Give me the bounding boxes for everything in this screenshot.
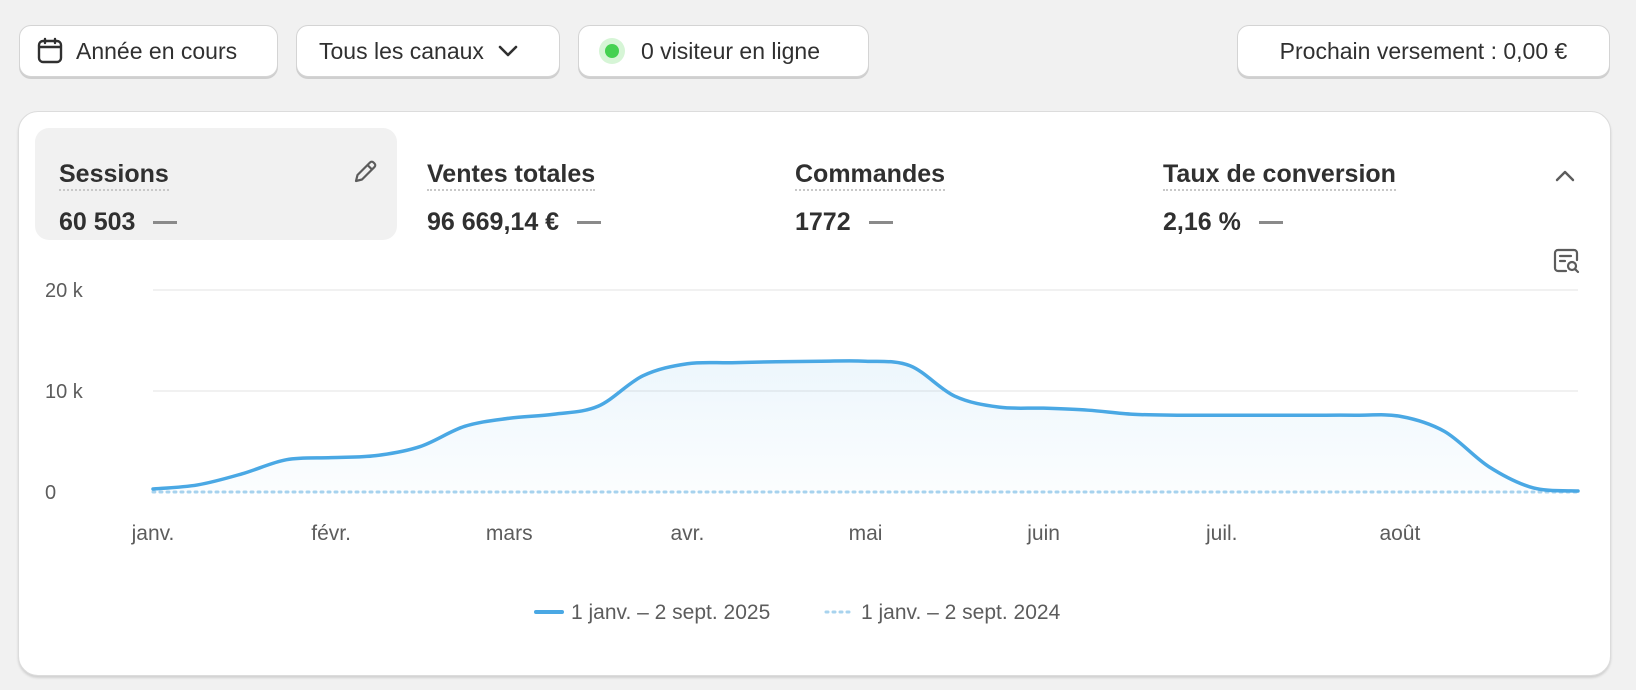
live-visitors-label: 0 visiteur en ligne: [641, 37, 820, 64]
next-payout-button[interactable]: Prochain versement : 0,00 €: [1237, 25, 1610, 77]
metric-label: Taux de conversion: [1163, 160, 1396, 191]
x-tick-label: févr.: [311, 522, 351, 545]
metric-orders[interactable]: Commandes 1772: [771, 128, 1133, 240]
insights-icon[interactable]: [1552, 246, 1582, 281]
date-range-button[interactable]: Année en cours: [19, 25, 278, 77]
metric-value: 96 669,14 €: [427, 208, 560, 236]
metric-value: 2,16 %: [1163, 208, 1241, 236]
calendar-icon: [36, 37, 64, 65]
trend-dash-icon: [868, 221, 893, 224]
channels-label: Tous les canaux: [319, 37, 484, 64]
sessions-chart: 0 10 k 20 k janv. févr. mars avr. mai juin juil. a…: [45, 280, 1580, 624]
x-tick-label: juin: [1026, 522, 1060, 545]
chevron-down-icon: [498, 44, 518, 58]
next-payout-label: Prochain versement : 0,00 €: [1279, 37, 1568, 64]
x-tick-label: août: [1379, 522, 1420, 545]
legend-label-current: 1 janv. – 2 sept. 2025: [571, 601, 770, 624]
metric-value: 60 503: [59, 208, 136, 236]
legend-label-previous: 1 janv. – 2 sept. 2024: [861, 601, 1061, 624]
x-tick-label: avr.: [670, 522, 704, 545]
x-tick-label: janv.: [131, 522, 175, 545]
y-tick-label: 0: [45, 482, 56, 504]
x-tick-label: mai: [849, 522, 883, 545]
x-tick-label: juil.: [1205, 522, 1238, 545]
trend-dash-icon: [153, 221, 178, 224]
y-tick-label: 20 k: [45, 280, 84, 302]
current-period-line: [151, 359, 1580, 493]
metric-label: Ventes totales: [427, 160, 596, 191]
metric-value-row: 60 503: [59, 208, 178, 237]
metric-total-sales[interactable]: Ventes totales 96 669,14 €: [403, 128, 765, 240]
metric-value-row: 1772: [795, 208, 893, 237]
chevron-up-icon[interactable]: [1554, 169, 1576, 188]
live-visitors-button[interactable]: 0 visiteur en ligne: [578, 25, 869, 77]
trend-dash-icon: [577, 221, 602, 224]
live-status-icon: [599, 38, 625, 64]
current-period-area: [153, 360, 1578, 492]
channels-select[interactable]: Tous les canaux: [296, 25, 560, 77]
metric-label: Commandes: [795, 160, 946, 191]
metric-value: 1772: [795, 208, 851, 236]
metric-value-row: 96 669,14 €: [427, 208, 602, 237]
metric-conversion-rate[interactable]: Taux de conversion 2,16 %: [1139, 128, 1501, 240]
analytics-card: Sessions 60 503 Ventes totales 96 669,14…: [18, 111, 1611, 676]
trend-dash-icon: [1258, 221, 1283, 224]
metric-sessions[interactable]: Sessions 60 503: [35, 128, 397, 240]
metric-label: Sessions: [59, 160, 169, 191]
date-range-label: Année en cours: [76, 37, 238, 64]
metric-value-row: 2,16 %: [1163, 208, 1283, 237]
y-tick-label: 10 k: [45, 381, 84, 403]
x-tick-label: mars: [486, 522, 533, 545]
pencil-icon[interactable]: [351, 158, 379, 191]
